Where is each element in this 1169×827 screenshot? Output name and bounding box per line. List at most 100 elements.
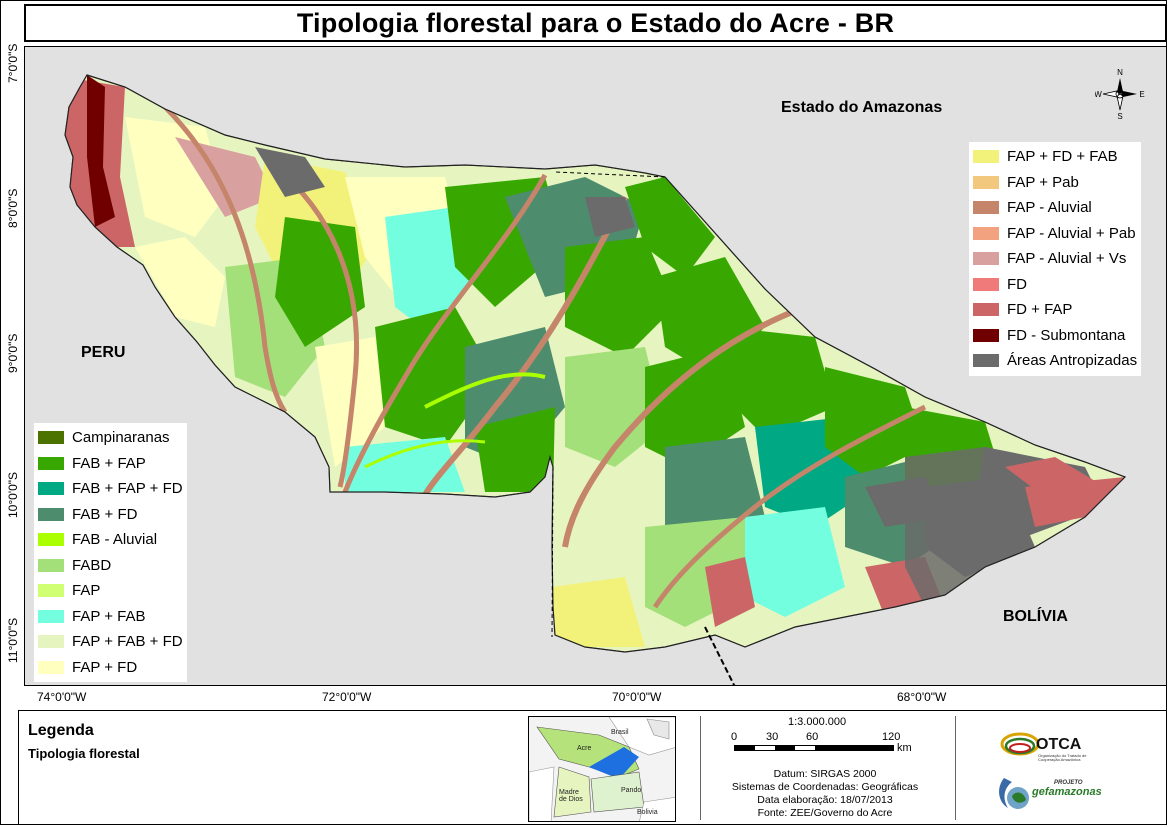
locator-inset-map: Brasil Acre Pando Madre de Dios Bolivia — [528, 716, 676, 822]
place-label-bolivia: BOLÍVIA — [1003, 608, 1068, 625]
map-canvas — [64, 74, 1127, 685]
legend-label: FAP — [72, 582, 101, 600]
legend-left-item: FAB + FAP + FD — [38, 476, 183, 502]
legend-label: Áreas Antropizadas — [1007, 352, 1138, 370]
inset-highlight — [589, 747, 639, 779]
legend-right: FAP + FD + FAB FAP + Pab FAP - Aluvial FAP … — [969, 142, 1142, 376]
legend-left-item: FAP + FAB + FD — [38, 629, 183, 655]
legend-left-item: Campinaranas — [38, 425, 183, 451]
legend-left-item: FAB + FD — [38, 502, 183, 528]
bottom-info-panel — [18, 710, 1167, 825]
legend-label: Campinaranas — [72, 429, 170, 447]
compass-n: N — [1117, 68, 1123, 77]
otca-logo-subtext: Organização do Tratado de Cooperação Ama… — [1038, 753, 1087, 762]
legend-label: FD + FAP — [1007, 301, 1073, 319]
lat-label-11: 11°0'0"S — [6, 617, 20, 663]
legend-swatch — [973, 226, 999, 240]
legend-label: FAB + FD — [72, 505, 138, 523]
place-label-amazonas: Estado do Amazonas — [781, 99, 943, 116]
legend-swatch — [973, 328, 999, 342]
scale-tick-120: 120 — [882, 731, 901, 743]
legend-right-item: FD - Submontana — [973, 323, 1137, 349]
inset-label-pando: Pando — [621, 787, 642, 794]
legend-subtitle: Tipologia florestal — [28, 746, 140, 761]
lat-label-7: 7°0'0"S — [6, 43, 20, 83]
legend-label: FD - Submontana — [1007, 326, 1126, 344]
legend-swatch — [973, 150, 999, 164]
legend-swatch — [38, 431, 64, 445]
north-arrow-icon: N S E W — [1094, 68, 1145, 121]
legend-label: FAP + FAB + FD — [72, 633, 183, 651]
legend-label: FAP - Aluvial + Pab — [1007, 224, 1136, 242]
place-label-peru: PERU — [81, 344, 126, 361]
map-panel[interactable] — [24, 46, 1167, 686]
legend-label: FAP + FD + FAB — [1007, 148, 1118, 166]
inset-label-bolivia: Bolivia — [637, 809, 658, 816]
legend-right-item: Áreas Antropizadas — [973, 348, 1137, 374]
legend-right-item: FAP - Aluvial + Vs — [973, 246, 1137, 272]
gef-logo-text: gefamazonas — [1032, 786, 1102, 798]
scale-ratio: 1:3.000.000 — [788, 716, 847, 728]
info-date: Data elaboração: 18/07/2013 — [757, 794, 893, 806]
lat-label-9: 9°0'0"S — [6, 333, 20, 373]
legend-right-item: FAP - Aluvial + Pab — [973, 221, 1137, 247]
gef-logo-projeto: PROJETO — [1054, 780, 1083, 786]
compass-w: W — [1095, 90, 1102, 99]
scale-tick-60: 60 — [806, 731, 819, 743]
lat-label-10: 10°0'0"S — [6, 471, 20, 518]
legend-swatch — [973, 201, 999, 215]
lon-label-68: 68°0'0"W — [897, 690, 947, 704]
inset-label-madre-de-dios: Madre de Dios — [559, 789, 583, 803]
inset-label-acre: Acre — [577, 745, 592, 752]
legend-swatch — [38, 533, 64, 547]
info-coordinates: Sistemas de Coordenadas: Geográficas — [731, 781, 919, 793]
title-box: Tipologia florestal para o Estado do Acr… — [24, 4, 1167, 42]
legend-title: Legenda — [28, 722, 94, 739]
legend-right-item: FAP - Aluvial — [973, 195, 1137, 221]
legend-label: FAP - Aluvial — [1007, 199, 1092, 217]
legend-right-item: FD — [973, 272, 1137, 298]
legend-label: FAP - Aluvial + Vs — [1007, 250, 1127, 268]
legend-left-item: FAP + FAB — [38, 604, 183, 630]
legend-left: Campinaranas FAB + FAP FAB + FAP + FD FAB +… — [34, 423, 187, 682]
legend-swatch — [38, 635, 64, 649]
legend-swatch — [973, 175, 999, 189]
legend-label: FD — [1007, 275, 1027, 293]
legend-swatch — [38, 482, 64, 496]
bottom-divider-1 — [700, 716, 701, 820]
legend-right-item: FD + FAP — [973, 297, 1137, 323]
inset-label-brasil: Brasil — [611, 729, 629, 736]
legend-swatch — [38, 507, 64, 521]
legend-swatch — [38, 558, 64, 572]
legend-swatch — [973, 277, 999, 291]
legend-left-item: FAB - Aluvial — [38, 527, 183, 553]
scale-tick-0: 0 — [731, 731, 738, 743]
legend-label: FAP + FAB — [72, 607, 146, 625]
inset-south-america — [646, 718, 670, 740]
legend-label: FAB - Aluvial — [72, 531, 158, 549]
scale-bar — [734, 745, 894, 751]
legend-left-item: FAB + FAP — [38, 451, 183, 477]
gef-amazonas-logo: PROJETO gefamazonas — [994, 774, 1114, 814]
international-border-line — [704, 626, 736, 685]
legend-swatch — [973, 252, 999, 266]
info-datum: Datum: SIRGAS 2000 — [773, 768, 877, 780]
legend-swatch — [38, 609, 64, 623]
map-title: Tipologia florestal para o Estado do Acr… — [296, 7, 895, 38]
legend-swatch — [38, 584, 64, 598]
lon-label-74: 74°0'0"W — [37, 690, 87, 704]
lon-label-72: 72°0'0"W — [322, 690, 372, 704]
legend-label: FAB + FAP — [72, 454, 146, 472]
scale-unit: km — [897, 742, 912, 754]
legend-left-item: FABD — [38, 553, 183, 579]
otca-logo-text: OTCA — [1036, 736, 1082, 753]
legend-left-item: FAP + FD — [38, 655, 183, 681]
otca-logo: OTCA Organização do Tratado de Cooperaçã… — [998, 728, 1108, 764]
info-source: Fonte: ZEE/Governo do Acre — [757, 807, 893, 819]
legend-label: FAB + FAP + FD — [72, 480, 183, 498]
lat-label-8: 8°0'0"S — [6, 188, 20, 228]
scale-tick-30: 30 — [766, 731, 779, 743]
lon-label-70: 70°0'0"W — [612, 690, 662, 704]
legend-right-item: FAP + Pab — [973, 170, 1137, 196]
legend-swatch — [38, 456, 64, 470]
